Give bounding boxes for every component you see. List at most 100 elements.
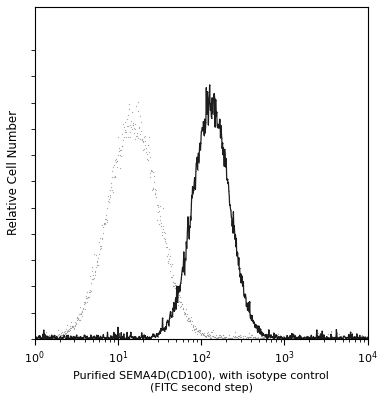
Point: [319, 336, 325, 342]
Point: [276, 333, 283, 339]
Point: [99, 236, 105, 242]
Point: [163, 324, 169, 330]
Point: [275, 334, 281, 340]
Point: [323, 334, 329, 341]
Point: [305, 334, 311, 340]
Point: [273, 334, 279, 340]
Point: [360, 336, 366, 342]
Point: [33, 336, 39, 342]
Point: [125, 112, 131, 118]
Point: [195, 156, 201, 162]
Point: [142, 138, 148, 144]
Point: [196, 329, 202, 336]
Point: [118, 329, 124, 336]
Point: [288, 336, 294, 342]
Point: [195, 328, 201, 334]
Point: [316, 334, 322, 341]
Point: [133, 103, 139, 110]
Point: [117, 335, 123, 341]
Point: [256, 323, 262, 330]
Point: [167, 268, 174, 274]
Point: [177, 294, 183, 300]
Point: [359, 335, 365, 342]
Point: [141, 134, 147, 140]
Point: [72, 336, 79, 342]
Point: [49, 333, 55, 340]
Point: [77, 334, 83, 341]
Point: [183, 239, 189, 245]
Point: [115, 134, 121, 140]
Point: [343, 334, 350, 341]
Point: [274, 335, 280, 342]
Point: [345, 332, 352, 338]
Point: [360, 334, 366, 341]
Point: [330, 334, 336, 340]
Point: [329, 334, 335, 340]
Point: [268, 332, 274, 338]
Point: [63, 330, 69, 336]
Point: [253, 335, 259, 342]
Point: [123, 134, 129, 140]
Point: [241, 293, 247, 299]
Point: [193, 167, 199, 174]
Point: [258, 326, 264, 332]
Point: [174, 290, 181, 297]
Point: [75, 336, 81, 342]
Point: [253, 336, 259, 342]
Point: [248, 334, 254, 340]
Point: [145, 335, 151, 342]
Point: [204, 88, 211, 95]
Point: [148, 335, 154, 342]
Point: [248, 312, 254, 318]
Point: [196, 152, 202, 158]
Point: [283, 335, 289, 342]
Point: [263, 335, 269, 342]
Point: [198, 139, 204, 146]
Point: [334, 334, 340, 340]
Point: [83, 292, 89, 299]
Point: [267, 334, 273, 340]
Point: [361, 336, 367, 342]
Point: [73, 336, 79, 342]
Point: [218, 333, 224, 339]
Point: [303, 334, 309, 341]
Point: [95, 336, 101, 342]
Point: [214, 334, 220, 341]
Point: [206, 331, 212, 338]
Point: [345, 335, 351, 341]
Point: [122, 335, 128, 342]
Point: [141, 146, 147, 152]
Point: [149, 168, 155, 174]
Point: [72, 322, 78, 328]
Point: [79, 334, 85, 340]
Point: [274, 335, 280, 341]
Point: [84, 295, 90, 301]
Point: [238, 280, 244, 286]
Point: [291, 330, 297, 337]
Point: [38, 335, 44, 341]
Point: [114, 336, 120, 342]
Point: [234, 336, 240, 342]
Point: [326, 335, 332, 342]
Point: [57, 333, 64, 340]
Point: [219, 145, 225, 152]
Point: [119, 333, 126, 340]
Point: [255, 336, 261, 342]
Point: [232, 236, 238, 243]
Point: [134, 133, 140, 139]
Point: [210, 333, 216, 339]
Point: [341, 333, 347, 340]
Point: [98, 334, 104, 341]
Point: [122, 334, 128, 341]
Point: [217, 336, 223, 342]
Point: [142, 334, 148, 340]
Point: [293, 336, 299, 342]
Point: [107, 187, 113, 193]
Point: [154, 330, 160, 337]
Point: [308, 332, 315, 338]
Point: [106, 196, 112, 202]
Point: [227, 202, 233, 208]
Point: [305, 336, 311, 342]
Point: [64, 328, 70, 334]
Point: [290, 335, 296, 342]
